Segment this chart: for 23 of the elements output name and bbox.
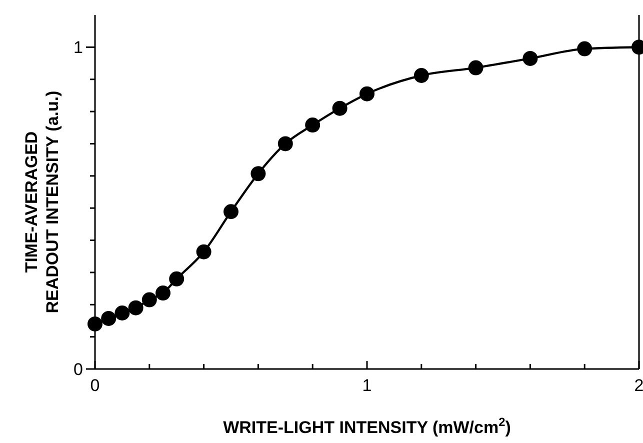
point <box>414 68 429 83</box>
point <box>114 306 130 321</box>
point <box>332 100 348 116</box>
point <box>169 271 184 286</box>
x-tick-label: 2 <box>634 376 643 395</box>
point <box>305 118 320 133</box>
point <box>196 244 212 260</box>
point <box>250 166 266 182</box>
point <box>360 86 374 102</box>
point <box>278 136 293 152</box>
y-axis-title: TIME-AVERAGED READOUT INTENSITY (a.u.) <box>22 90 62 314</box>
x-axis-title: WRITE-LIGHT INTENSITY (mW/cm$^{2}$) <box>223 415 511 437</box>
point <box>101 310 116 326</box>
point <box>142 292 157 308</box>
point <box>522 50 538 66</box>
point <box>156 286 170 301</box>
point <box>577 41 592 56</box>
x-tick-label: 1 <box>362 376 372 395</box>
point <box>88 316 102 332</box>
x-tick-label: 0 <box>90 376 100 395</box>
point <box>128 300 144 316</box>
point <box>468 60 484 76</box>
point <box>224 204 238 220</box>
